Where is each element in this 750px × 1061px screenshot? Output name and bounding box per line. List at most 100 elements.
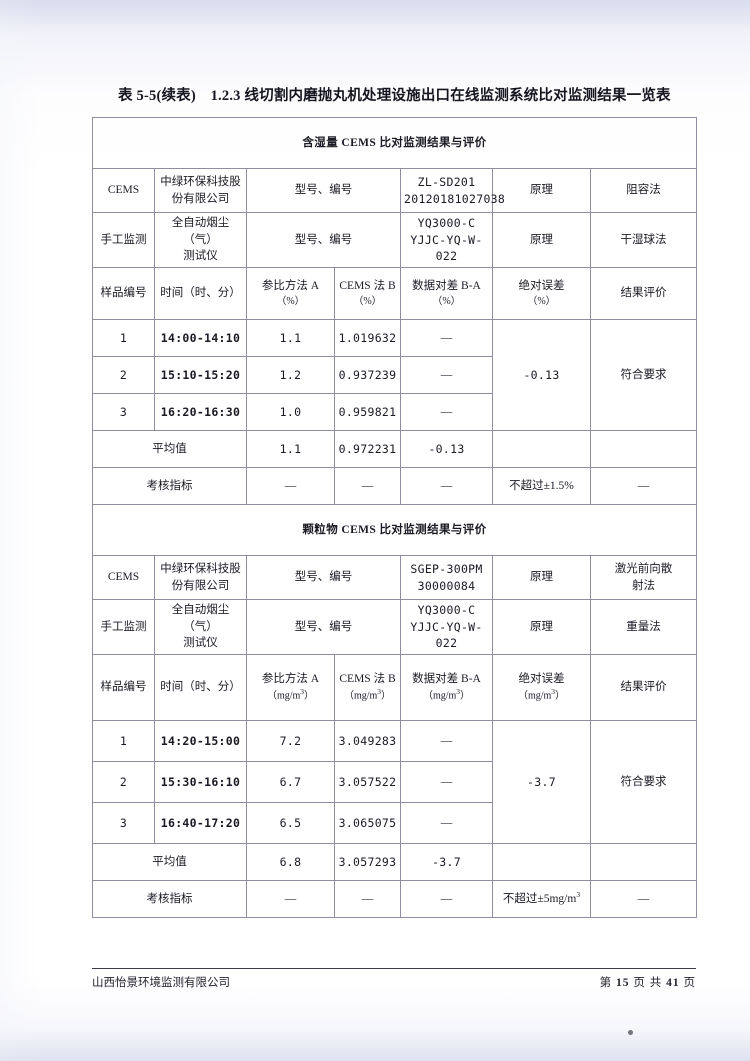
cell-method-b: 3.049283 [334, 720, 401, 763]
cell-diff: — [400, 356, 493, 395]
average-label: 平均值 [92, 843, 247, 882]
device-model-label: 型号、编号 [246, 211, 401, 269]
cell-time: 15:30-16:10 [154, 761, 247, 804]
cell-time: 14:20-15:00 [154, 720, 247, 763]
section-title-humidity: 含湿量 CEMS 比对监测结果与评价 [92, 117, 697, 169]
cell-method-a: 6.5 [246, 802, 335, 845]
cell-sample-no: 1 [92, 319, 155, 358]
device-maker: 全自动烟尘（气） 测试仪 [154, 211, 247, 269]
footer-page-indicator: 第 15 页 共 41 页 [599, 977, 696, 989]
scan-speck [628, 1030, 633, 1035]
device-row-cems: CEMS 中绿环保科技股 份有限公司 型号、编号 SGEP-300PM 300000… [92, 555, 697, 601]
col-header-time: 时间（时、分） [154, 654, 247, 722]
table-row: 3 16:40-17:20 6.5 3.065075 — [92, 802, 697, 845]
col-header-evaluation: 结果评价 [590, 267, 697, 321]
device-model-value: ZL-SD201 20120181027038 [400, 168, 505, 213]
device-model-label: 型号、编号 [246, 555, 401, 601]
cell-time: 16:20-16:30 [154, 393, 247, 432]
device-model-label: 型号、编号 [246, 168, 401, 213]
cell-diff: — [400, 393, 493, 432]
col-header-method-b: CEMS 法 B （%） [334, 267, 401, 321]
section-title-particulate: 颗粒物 CEMS 比对监测结果与评价 [92, 504, 697, 557]
criteria-method-b: — [334, 467, 401, 506]
device-principle-value: 干湿球法 [590, 211, 697, 269]
cell-diff: — [400, 319, 493, 358]
cell-time: 15:10-15:20 [154, 356, 247, 395]
device-maker: 中绿环保科技股 份有限公司 [154, 168, 247, 213]
criteria-evaluation: — [590, 880, 697, 919]
monitoring-tables: 含湿量 CEMS 比对监测结果与评价 CEMS 中绿环保科技股 份有限公司 型号、… [92, 117, 697, 919]
criteria-method-a: — [246, 880, 335, 919]
average-absolute-error-blank [492, 430, 591, 469]
table-section-header-row: 含湿量 CEMS 比对监测结果与评价 [92, 117, 697, 169]
average-diff: -0.13 [400, 430, 493, 469]
cell-evaluation: 符合要求 [590, 720, 697, 845]
criteria-limit: 不超过±5mg/m3 [492, 880, 591, 919]
column-header-row: 样品编号 时间（时、分） 参比方法 A （%） CEMS 法 B （%） 数据对差 … [92, 267, 697, 321]
average-method-a: 1.1 [246, 430, 335, 469]
criteria-diff: — [400, 880, 493, 919]
cell-time: 14:00-14:10 [154, 319, 247, 358]
cell-method-b: 0.937239 [334, 356, 401, 395]
criteria-diff: — [400, 467, 493, 506]
comparison-table: 含湿量 CEMS 比对监测结果与评价 CEMS 中绿环保科技股 份有限公司 型号、… [92, 117, 697, 919]
device-principle-value: 重量法 [590, 599, 697, 656]
cell-diff: — [400, 720, 493, 763]
average-evaluation-blank [590, 843, 697, 882]
table-row: 1 14:00-14:10 1.1 1.019632 — -0.13 符合要求 [92, 319, 697, 432]
table-row: 2 15:30-16:10 6.7 3.057522 — [92, 761, 697, 804]
device-role-label: CEMS [92, 168, 155, 213]
device-principle-label: 原理 [492, 555, 591, 601]
cell-diff: — [400, 802, 493, 845]
cell-method-b: 1.019632 [334, 319, 401, 358]
device-row-manual: 手工监测 全自动烟尘（气） 测试仪 型号、编号 YQ3000-C YJJC-YQ-W… [92, 211, 697, 269]
criteria-row: 考核指标 — — — 不超过±1.5% — [92, 467, 697, 506]
col-header-evaluation: 结果评价 [590, 654, 697, 722]
col-header-sample-no: 样品编号 [92, 654, 155, 722]
criteria-limit: 不超过±1.5% [492, 467, 591, 506]
cell-sample-no: 3 [92, 393, 155, 432]
criteria-row: 考核指标 — — — 不超过±5mg/m3 — [92, 880, 697, 919]
criteria-method-b: — [334, 880, 401, 919]
table-row: 1 14:20-15:00 7.2 3.049283 — -3.7 符合要求 [92, 720, 697, 845]
cell-method-a: 1.2 [246, 356, 335, 395]
col-header-method-a: 参比方法 A （mg/m3） [246, 654, 335, 722]
cell-sample-no: 2 [92, 761, 155, 804]
col-header-absolute-error: 绝对误差 （mg/m3） [492, 654, 591, 722]
average-method-b: 3.057293 [334, 843, 401, 882]
criteria-method-a: — [246, 467, 335, 506]
cell-absolute-error: -3.7 [492, 720, 591, 845]
cell-method-a: 6.7 [246, 761, 335, 804]
col-header-method-b: CEMS 法 B （mg/m3） [334, 654, 401, 722]
device-role-label: 手工监测 [92, 599, 155, 656]
average-evaluation-blank [590, 430, 697, 469]
average-diff: -3.7 [400, 843, 493, 882]
device-principle-value: 激光前向散 射法 [590, 555, 697, 601]
page-title: 表 5-5(续表) 1.2.3 线切割内磨抛丸机处理设施出口在线监测系统比对监测… [118, 88, 671, 104]
table-row: 2 15:10-15:20 1.2 0.937239 — [92, 356, 697, 395]
cell-absolute-error: -0.13 [492, 319, 591, 432]
device-principle-label: 原理 [492, 168, 591, 213]
criteria-evaluation: — [590, 467, 697, 506]
cell-diff: — [400, 761, 493, 804]
col-header-method-a: 参比方法 A （%） [246, 267, 335, 321]
device-role-label: 手工监测 [92, 211, 155, 269]
device-maker: 中绿环保科技股 份有限公司 [154, 555, 247, 601]
table-section-header-row: 颗粒物 CEMS 比对监测结果与评价 [92, 504, 697, 557]
average-method-b: 0.972231 [334, 430, 401, 469]
device-model-value: YQ3000-C YJJC-YQ-W-022 [400, 211, 493, 269]
cell-method-a: 7.2 [246, 720, 335, 763]
col-header-time: 时间（时、分） [154, 267, 247, 321]
cell-method-a: 1.1 [246, 319, 335, 358]
device-principle-label: 原理 [492, 211, 591, 269]
footer-company: 山西怡景环境监测有限公司 [92, 977, 230, 989]
col-header-absolute-error: 绝对误差 （%） [492, 267, 591, 321]
cell-method-a: 1.0 [246, 393, 335, 432]
col-header-diff: 数据对差 B-A （mg/m3） [400, 654, 493, 722]
cell-method-b: 0.959821 [334, 393, 401, 432]
device-row-cems: CEMS 中绿环保科技股 份有限公司 型号、编号 ZL-SD201 20120181… [92, 168, 697, 213]
device-model-value: SGEP-300PM 30000084 [400, 555, 493, 601]
cell-sample-no: 2 [92, 356, 155, 395]
average-method-a: 6.8 [246, 843, 335, 882]
